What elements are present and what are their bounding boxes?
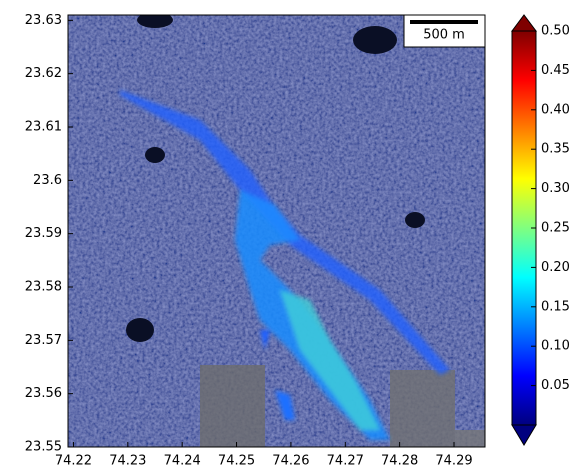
- y-tick-label: 23.56: [25, 386, 62, 401]
- x-tick-label: 74.27: [327, 454, 364, 469]
- y-tick-label: 23.55: [25, 440, 62, 455]
- x-tick-label: 74.26: [272, 454, 309, 469]
- y-tick-label: 23.62: [25, 66, 62, 81]
- scale-bar-label: 500 m: [423, 28, 465, 43]
- colorbar-tick-label: 0.30: [541, 181, 570, 196]
- colorbar-tick-label: 0.40: [541, 102, 570, 117]
- colorbar-tick-label: 0.35: [541, 142, 570, 157]
- colorbar-tick-label: 0.25: [541, 221, 570, 236]
- colorbar-tick-label: 0.50: [541, 24, 570, 39]
- colorbar-tick-label: 0.10: [541, 339, 570, 354]
- y-tick-label: 23.57: [25, 333, 62, 348]
- colorbar-tick-label: 0.45: [541, 63, 570, 78]
- colorbar-tick-label: 0.20: [541, 260, 570, 275]
- x-tick-label: 74.29: [435, 454, 472, 469]
- map-figure: 500 m 74.22 74.23 74.24 74.25 74.26 74.27 74.2…: [0, 0, 577, 470]
- colorbar-tick-label: 0.05: [541, 378, 570, 393]
- colorbar: [512, 15, 536, 445]
- x-tick-label: 74.22: [55, 454, 92, 469]
- colorbar-extend-bottom: [512, 425, 536, 445]
- map-image: [68, 12, 485, 447]
- colorbar-extend-top: [512, 15, 536, 31]
- x-tick-label: 74.28: [381, 454, 418, 469]
- y-tick-label: 23.61: [25, 120, 62, 135]
- x-tick-label: 74.25: [218, 454, 255, 469]
- x-tick-label: 74.23: [109, 454, 146, 469]
- colorbar-tick-label: 0.15: [541, 299, 570, 314]
- y-tick-label: 23.63: [25, 13, 62, 28]
- y-tick-label: 23.58: [25, 280, 62, 295]
- y-tick-label: 23.6: [33, 173, 62, 188]
- y-tick-label: 23.59: [25, 226, 62, 241]
- x-tick-label: 74.24: [164, 454, 201, 469]
